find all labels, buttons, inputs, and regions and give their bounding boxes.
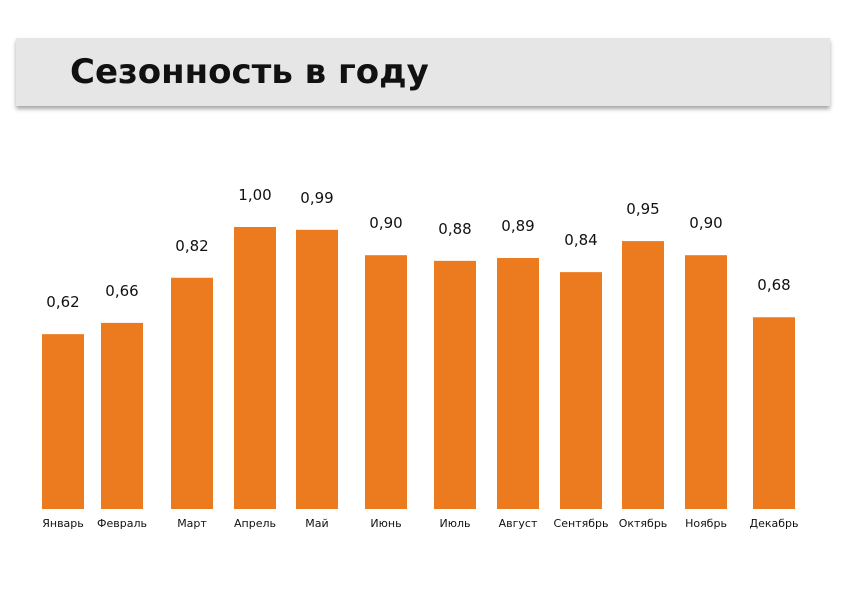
x-tick-label: Июнь: [370, 517, 401, 530]
bar-12: [753, 317, 795, 509]
x-tick-label: Декабрь: [750, 517, 799, 530]
x-tick-label: Март: [177, 517, 207, 530]
bar-6: [365, 255, 407, 509]
title-banner: Сезонность в году: [16, 38, 830, 106]
x-tick-label: Октябрь: [619, 517, 668, 530]
value-label: 0,90: [369, 214, 402, 232]
value-labels-group: 0,62 0,66 0,82 1,00 0,99 0,90 0,88 0,89 0,84 0,95…: [46, 186, 790, 311]
x-axis-labels-group: Январь Февраль Март Апрель Май Июнь Июль Август…: [42, 517, 798, 530]
value-label: 0,90: [689, 214, 722, 232]
bars-group: [42, 227, 795, 509]
bar-3: [171, 277, 213, 509]
value-label: 0,82: [175, 237, 208, 255]
x-tick-label: Апрель: [234, 517, 276, 530]
chart-title: Сезонность в году: [70, 52, 429, 92]
x-tick-label: Май: [305, 517, 328, 530]
bar-10: [622, 241, 664, 509]
value-label: 0,66: [105, 282, 138, 300]
value-label: 1,00: [238, 186, 271, 204]
bar-1: [42, 334, 84, 509]
x-tick-label: Январь: [42, 517, 84, 530]
value-label: 0,84: [564, 231, 597, 249]
value-label: 0,95: [626, 200, 659, 218]
bar-5: [296, 229, 338, 509]
value-label: 0,88: [438, 220, 471, 238]
value-label: 0,99: [300, 189, 333, 207]
x-tick-label: Февраль: [97, 517, 147, 530]
x-tick-label: Июль: [439, 517, 470, 530]
value-label: 0,62: [46, 293, 79, 311]
bar-9: [560, 272, 602, 509]
bar-11: [685, 255, 727, 509]
bar-4: [234, 227, 276, 509]
x-tick-label: Ноябрь: [685, 517, 727, 530]
x-tick-label: Сентябрь: [554, 517, 609, 530]
bar-2: [101, 322, 143, 509]
bar-8: [497, 258, 539, 509]
x-tick-label: Август: [499, 517, 538, 530]
value-label: 0,68: [757, 276, 790, 294]
value-label: 0,89: [501, 217, 534, 235]
bar-7: [434, 260, 476, 509]
